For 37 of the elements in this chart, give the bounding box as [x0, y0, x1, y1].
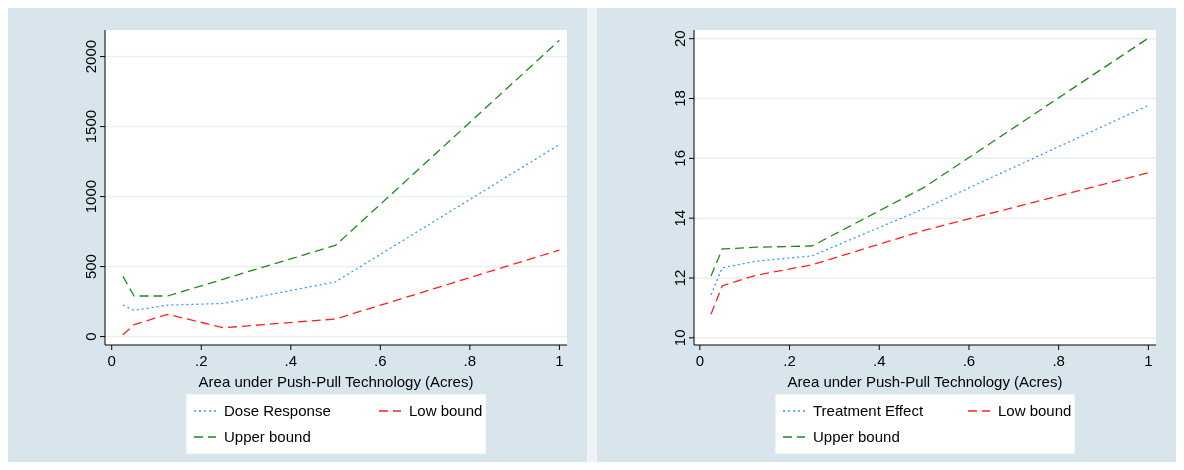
x-axis-title: Area under Push-Pull Technology (Acres)	[787, 373, 1063, 390]
x-tick-label: .4	[872, 352, 886, 369]
x-tick-label: .2	[783, 352, 796, 369]
legend-label: Dose Response	[224, 402, 331, 419]
y-tick-label: 1500	[82, 109, 99, 144]
line-series	[710, 172, 1150, 315]
x-axis-title: Area under Push-Pull Technology (Acres)	[198, 373, 474, 390]
legend-label: Upper bound	[224, 428, 311, 445]
y-tick-label: 500	[82, 254, 99, 280]
legend-label: Upper bound	[813, 428, 900, 445]
y-tick-label: 16	[671, 149, 688, 167]
y-tick-label: 10	[671, 329, 688, 347]
x-tick-label: .2	[194, 352, 208, 369]
legend-label: Treatment Effect	[813, 402, 924, 419]
x-tick-label: .4	[284, 352, 298, 369]
y-tick-label: 20	[671, 30, 688, 48]
legend-label: Low bound	[409, 402, 483, 419]
line-series	[122, 39, 561, 297]
y-tick-label: 18	[671, 90, 688, 107]
x-tick-label: .6	[962, 352, 976, 369]
line-series	[710, 37, 1150, 277]
legend-label: Low bound	[998, 402, 1072, 419]
x-tick-label: 1	[1144, 352, 1153, 369]
y-tick-label: 2000	[82, 39, 99, 74]
line-series	[710, 104, 1150, 296]
x-tick-label: 0	[695, 352, 704, 369]
y-tick-label: 0	[82, 332, 99, 341]
line-series	[122, 249, 561, 336]
y-tick-label: 12	[671, 269, 688, 287]
x-tick-label: .8	[463, 352, 477, 369]
x-tick-label: 1	[555, 352, 564, 369]
x-tick-label: .6	[374, 352, 387, 369]
x-tick-label: 0	[107, 352, 116, 369]
y-tick-label: 1000	[82, 179, 99, 214]
y-tick-label: 14	[671, 209, 688, 227]
line-series	[122, 143, 561, 311]
x-tick-label: .8	[1052, 352, 1065, 369]
